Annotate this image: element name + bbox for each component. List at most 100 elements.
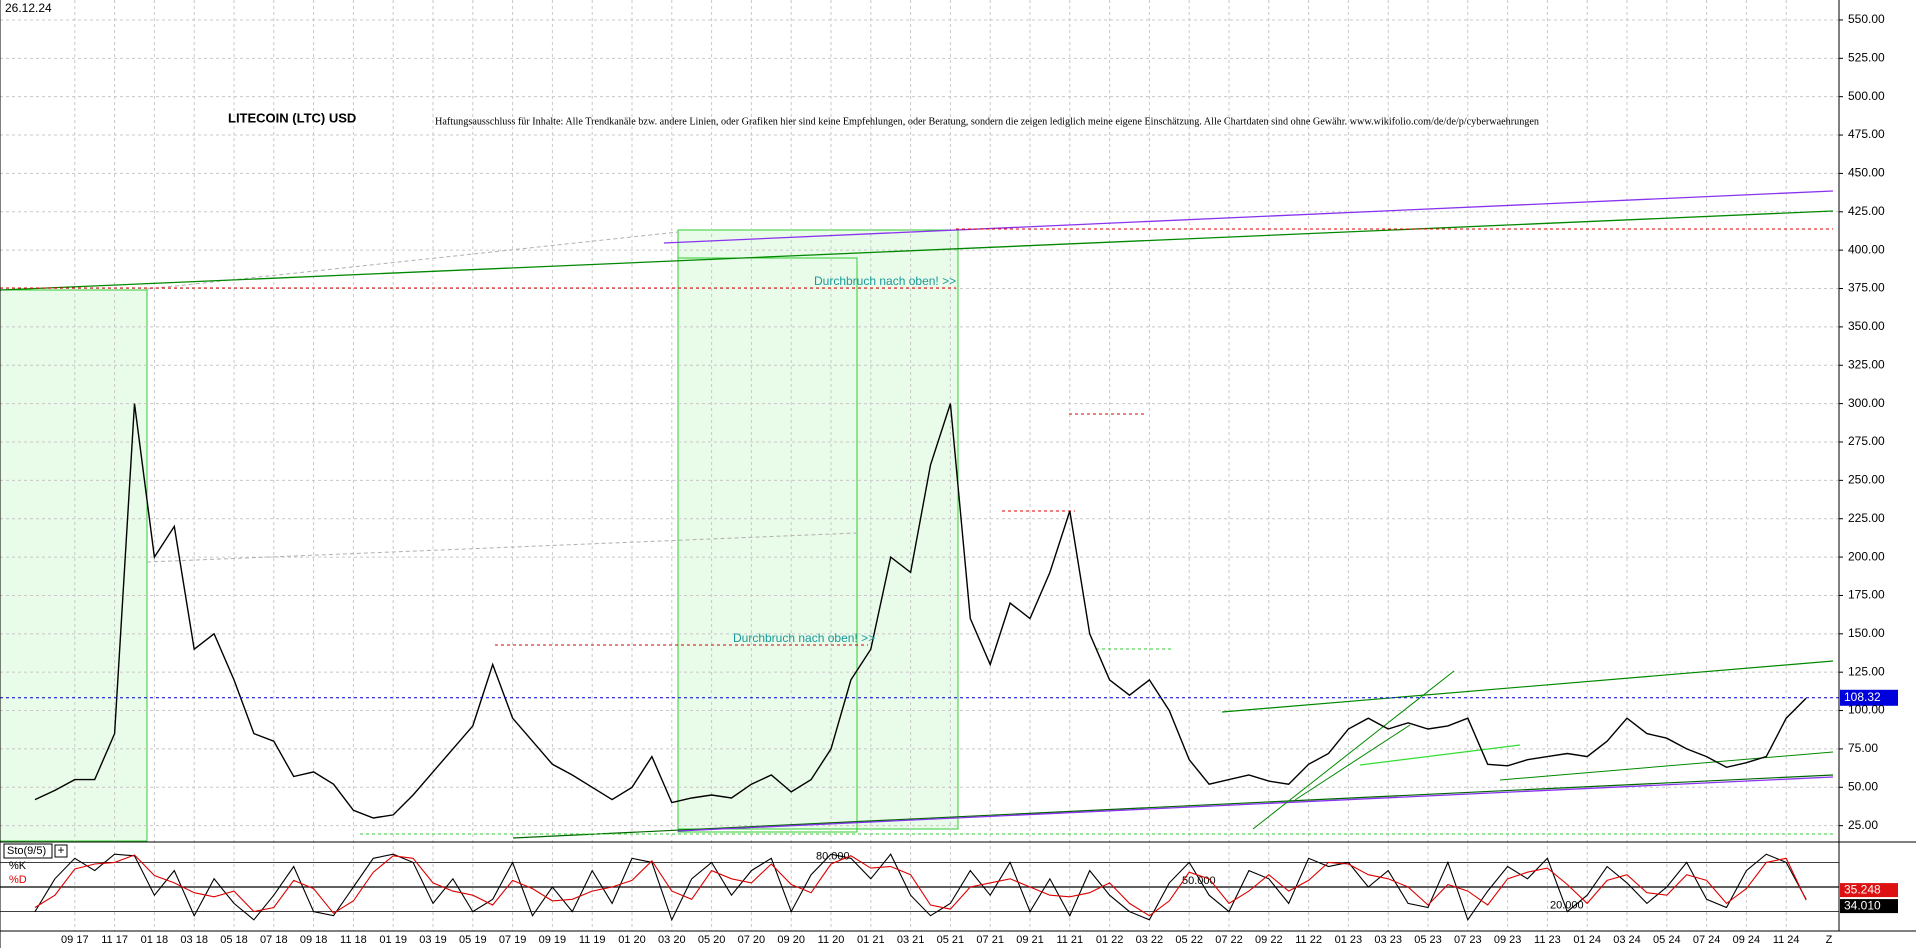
- y-tick-label: 300.00: [1848, 396, 1885, 410]
- x-tick-label: 09 24: [1733, 934, 1761, 946]
- x-tick-label: 09 20: [777, 934, 805, 946]
- indicator-line: [34, 853, 1807, 922]
- y-tick-label: 50.00: [1848, 779, 1878, 793]
- price-layer: 108.32: [0, 403, 1898, 819]
- x-tick-label: 09 21: [1016, 934, 1044, 946]
- y-tick-label: 525.00: [1848, 50, 1885, 64]
- trend-line: [1294, 724, 1411, 801]
- last-price-label: 108.32: [1844, 690, 1881, 704]
- legend-label: %D: [9, 874, 27, 886]
- add-button-icon[interactable]: +: [57, 843, 64, 857]
- x-tick-label: 11 22: [1295, 934, 1322, 946]
- x-tick-label: 07 23: [1454, 934, 1482, 946]
- trend-line: [1252, 670, 1455, 830]
- annotation: Durchbruch nach oben! >>: [733, 631, 875, 645]
- x-tick-label: 07 20: [738, 934, 766, 946]
- highlight-box: [677, 257, 858, 833]
- chart-title: LITECOIN (LTC) USD: [228, 110, 356, 125]
- x-tick-label: 01 22: [1096, 934, 1124, 946]
- annotation: Durchbruch nach oben! >>: [814, 274, 956, 288]
- x-tick-label: 01 24: [1573, 934, 1601, 946]
- x-end-label: Z: [1826, 934, 1833, 946]
- x-tick-label: 05 21: [937, 934, 965, 946]
- y-tick-label: 475.00: [1848, 127, 1885, 141]
- y-tick-label: 450.00: [1848, 166, 1885, 180]
- trend-line: [512, 774, 1834, 839]
- x-tick-label: 07 18: [260, 934, 288, 946]
- price-line: [34, 403, 1807, 819]
- y-tick-label: 150.00: [1848, 626, 1885, 640]
- y-tick-label: 500.00: [1848, 89, 1885, 103]
- x-tick-label: 09 18: [300, 934, 328, 946]
- x-tick-label: 03 19: [419, 934, 447, 946]
- x-tick-label: 11 20: [818, 934, 845, 946]
- x-tick-label: 07 22: [1215, 934, 1243, 946]
- y-tick-label: 175.00: [1848, 588, 1885, 602]
- trend-line: [1359, 744, 1521, 766]
- date-label: 26.12.24: [5, 1, 52, 15]
- highlight-box: [677, 229, 959, 830]
- y-tick-label: 250.00: [1848, 473, 1885, 487]
- trend-line: [1499, 751, 1834, 781]
- x-tick-label: 09 22: [1255, 934, 1283, 946]
- y-tick-label: 550.00: [1848, 12, 1885, 26]
- x-tick-label: 11 19: [579, 934, 606, 946]
- x-tick-label: 11 23: [1534, 934, 1561, 946]
- trend-line: [663, 190, 1834, 244]
- y-tick-label: 400.00: [1848, 242, 1885, 256]
- trend-line: [1221, 660, 1834, 713]
- y-tick-label: 225.00: [1848, 511, 1885, 525]
- trend-line: [0, 210, 1834, 291]
- x-tick-label: 11 17: [101, 934, 128, 946]
- last-value-box: [1840, 883, 1898, 898]
- y-tick-label: 325.00: [1848, 357, 1885, 371]
- y-tick-label: 25.00: [1848, 818, 1878, 832]
- trend-line: [146, 231, 679, 290]
- y-tick-label: 200.00: [1848, 549, 1885, 563]
- x-tick-label: 01 20: [618, 934, 646, 946]
- add-button[interactable]: [54, 844, 68, 858]
- x-tick-label: 07 24: [1693, 934, 1721, 946]
- x-tick-label: 05 22: [1175, 934, 1203, 946]
- y-tick-label: 375.00: [1848, 281, 1885, 295]
- x-tick-label: 03 20: [658, 934, 686, 946]
- x-tick-label: 09 23: [1494, 934, 1522, 946]
- last-value-box: [1840, 899, 1898, 914]
- x-tick-label: 07 21: [976, 934, 1004, 946]
- trend-line: [677, 776, 1834, 832]
- legend-label: %K: [9, 860, 27, 872]
- x-tick-label: 03 18: [180, 934, 208, 946]
- x-tick-label: 05 24: [1653, 934, 1681, 946]
- x-tick-label: 03 24: [1613, 934, 1641, 946]
- y-tick-label: 425.00: [1848, 204, 1885, 218]
- last-value-label: 35.248: [1844, 882, 1881, 896]
- indicator-title: Sto(9/5): [7, 845, 46, 857]
- x-tick-label: 01 23: [1335, 934, 1363, 946]
- x-tick-label: 05 19: [459, 934, 487, 946]
- x-tick-label: 11 21: [1056, 934, 1083, 946]
- y-tick-label: 275.00: [1848, 434, 1885, 448]
- indicator-line: [34, 854, 1807, 917]
- last-price-box: [1840, 689, 1898, 706]
- last-value-label: 34.010: [1844, 898, 1881, 912]
- x-tick-label: 03 21: [897, 934, 925, 946]
- y-tick-label: 100.00: [1848, 703, 1885, 717]
- x-tick-label: 03 22: [1136, 934, 1164, 946]
- x-tick-label: 09 17: [61, 934, 89, 946]
- disclaimer: Haftungsausschluss für Inhalte: Alle Tre…: [435, 116, 1539, 127]
- x-tick-label: 03 23: [1374, 934, 1402, 946]
- x-tick-label: 05 23: [1414, 934, 1442, 946]
- y-tick-label: 75.00: [1848, 741, 1878, 755]
- x-tick-label: 09 19: [539, 934, 567, 946]
- x-tick-label: 05 18: [220, 934, 248, 946]
- level-label: 80.000: [816, 850, 850, 862]
- x-tick-label: 01 21: [857, 934, 885, 946]
- indicator-title-box: [3, 843, 53, 859]
- y-tick-label: 125.00: [1848, 664, 1885, 678]
- level-label: 20.000: [1550, 900, 1584, 912]
- x-tick-label: 11 24: [1773, 934, 1800, 946]
- x-tick-label: 01 19: [379, 934, 407, 946]
